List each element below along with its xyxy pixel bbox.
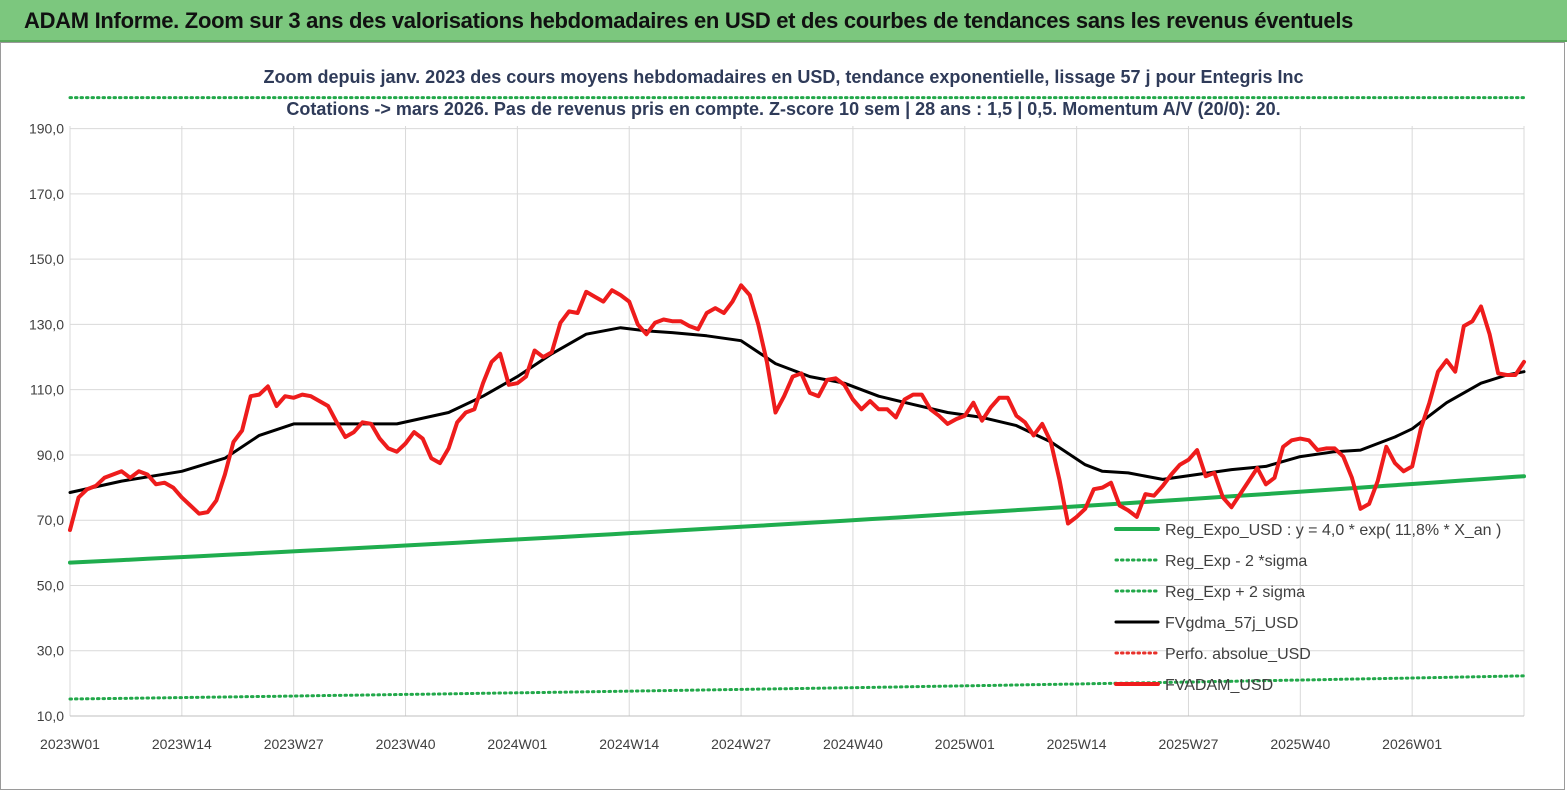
- series-lines: [68, 96, 1526, 701]
- x-tick-label: 2025W01: [935, 736, 995, 752]
- x-tick-label: 2024W27: [711, 736, 771, 752]
- chart-frame: [0, 42, 1565, 790]
- x-tick-label: 2025W40: [1270, 736, 1330, 752]
- x-tick-label: 2024W01: [487, 736, 547, 752]
- page-title: ADAM Informe. Zoom sur 3 ans des valoris…: [24, 8, 1354, 33]
- series-reg-exp-2-sigma: [68, 674, 1526, 701]
- legend-label: Perfo. absolue_USD: [1165, 646, 1311, 663]
- x-tick-label: 2026W01: [1382, 736, 1442, 752]
- y-tick-label: 70,0: [37, 512, 64, 528]
- y-axis-ticks: 10,0 30,0 50,0 70,0 90,0 110,0 130,0 150,0 170,0…: [29, 121, 64, 724]
- series-reg-expo-usd-y-4-0-exp-11-8-x-an: [68, 474, 1526, 565]
- x-tick-label: 2025W14: [1047, 736, 1107, 752]
- x-tick-label: 2024W40: [823, 736, 883, 752]
- legend-label: FVgdma_57j_USD: [1165, 615, 1298, 632]
- grid-lines: [69, 126, 1525, 717]
- legend-label: Reg_Expo_USD : y = 4,0 * exp( 11,8% * X_…: [1165, 522, 1501, 539]
- x-tick-label: 2024W14: [599, 736, 659, 752]
- x-axis-ticks: 2023W01 2023W14 2023W27 2023W40 2024W01 2024W…: [40, 736, 1442, 752]
- y-tick-label: 150,0: [29, 251, 64, 267]
- y-tick-label: 130,0: [29, 316, 64, 332]
- x-tick-label: 2025W27: [1158, 736, 1218, 752]
- y-tick-label: 30,0: [37, 643, 64, 659]
- y-tick-label: 50,0: [37, 577, 64, 593]
- legend: Reg_Expo_USD : y = 4,0 * exp( 11,8% * X_…: [1114, 522, 1501, 694]
- chart-subtitle: Cotations -> mars 2026. Pas de revenus p…: [286, 99, 1281, 119]
- y-tick-label: 190,0: [29, 121, 64, 137]
- x-tick-label: 2023W01: [40, 736, 100, 752]
- y-tick-label: 110,0: [30, 382, 64, 398]
- legend-label: FVADAM_USD: [1165, 677, 1273, 694]
- page-header: ADAM Informe. Zoom sur 3 ans des valoris…: [0, 0, 1567, 42]
- y-tick-label: 90,0: [37, 447, 64, 463]
- legend-label: Reg_Exp - 2 *sigma: [1165, 553, 1307, 570]
- chart-title: Zoom depuis janv. 2023 des cours moyens …: [263, 67, 1304, 87]
- x-tick-label: 2023W40: [376, 736, 436, 752]
- x-tick-label: 2023W27: [264, 736, 324, 752]
- series-fvadam-usd: [68, 283, 1526, 532]
- x-tick-label: 2023W14: [152, 736, 212, 752]
- series-fvgdma-57j-usd: [68, 326, 1526, 494]
- y-tick-label: 10,0: [37, 708, 64, 724]
- y-tick-label: 170,0: [29, 186, 64, 202]
- legend-label: Reg_Exp + 2 sigma: [1165, 584, 1305, 601]
